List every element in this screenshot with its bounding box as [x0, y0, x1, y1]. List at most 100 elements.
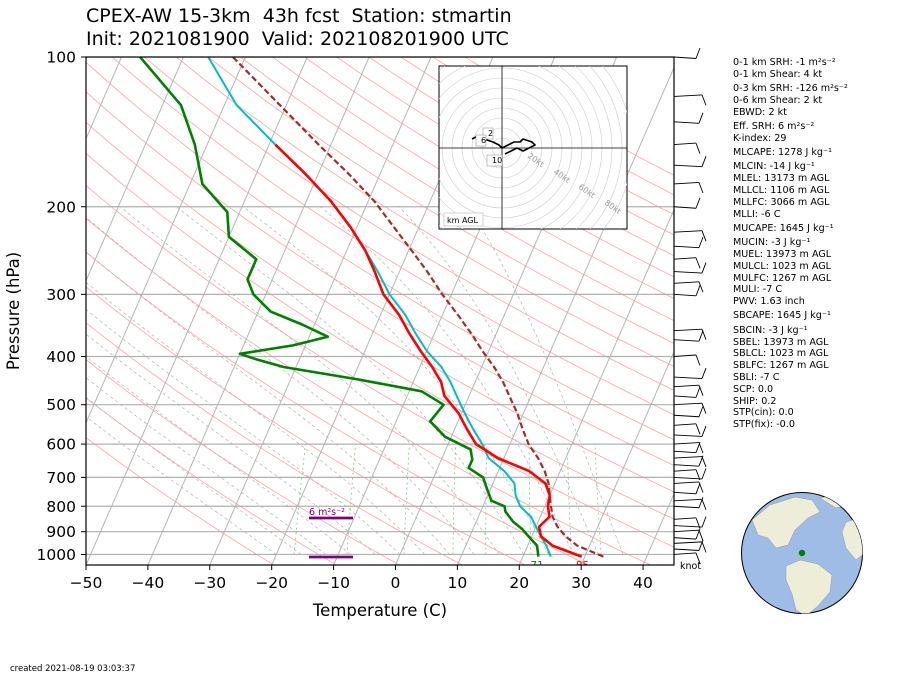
wind-barb [673, 47, 701, 59]
series-layer: 85 71 [139, 57, 604, 572]
wind-barb-feather [695, 354, 701, 366]
dry-adiabat [86, 322, 463, 565]
wind-barb-staff [673, 293, 697, 297]
wind-barb-staff [673, 505, 700, 509]
wind-barb [673, 236, 704, 249]
wind-barb [673, 456, 707, 468]
wind-barb-feather [701, 499, 707, 510]
wind-barb-staff [673, 481, 700, 484]
wind-barb-feather [698, 330, 704, 342]
wind-barb-feather [695, 197, 701, 209]
wind-barb [673, 406, 704, 418]
index-row: SCP: 0.0 [733, 383, 774, 395]
wind-barb [673, 498, 707, 510]
wind-barb [673, 517, 701, 529]
index-row: PWV: 1.63 inch [733, 296, 805, 308]
wind-barb-staff [673, 464, 700, 467]
x-axis-label: Temperature (C) [312, 601, 447, 620]
dry-adiabat [86, 61, 674, 441]
y-tick-label: 900 [46, 523, 76, 541]
wind-barb [673, 94, 707, 106]
y-tick-label: 600 [46, 436, 76, 454]
wind-barb-staff [673, 476, 703, 480]
title-line-1: CPEX-AW 15-3km 43h fcst Station: stmarti… [86, 5, 512, 27]
wind-barb-staff [673, 456, 703, 459]
axis-layer: −50 −40 −30 −20 −10 0 10 20 30 40 100 200 300 400 500 6… [37, 49, 653, 593]
hodograph-height-text: 6 [481, 136, 486, 145]
index-row: Eff. SRH: 6 m²s⁻² [733, 120, 815, 132]
srh-layer: 6 m²s⁻² [309, 507, 353, 559]
y-tick-label: 500 [46, 396, 76, 414]
srh-label: 6 m²s⁻² [309, 507, 345, 518]
wind-barb-staff [673, 230, 703, 233]
wind-barb [673, 142, 701, 154]
index-row: MUEL: 13973 m AGL [733, 248, 832, 260]
wind-barb-staff [673, 529, 700, 533]
wind-barb-feather [701, 230, 707, 242]
hodograph-height-text: 10 [492, 156, 502, 165]
wind-barb-feather [701, 425, 707, 437]
isotherm [86, 57, 308, 565]
index-row: MUCAPE: 1645 J kg⁻¹ [733, 222, 834, 234]
index-row: MLCIN: -14 J kg⁻¹ [733, 161, 815, 173]
wind-barb [673, 257, 701, 269]
moist-adiabat [243, 206, 549, 555]
moist-adiabat [86, 281, 426, 555]
dry-adiabat [86, 359, 400, 565]
y-tick-label: 400 [46, 348, 76, 366]
wind-barb-feather [698, 385, 704, 396]
dry-adiabat [86, 152, 674, 520]
wind-barb-staff [673, 395, 697, 398]
wind-barb-feather [701, 367, 707, 379]
index-row: MUCIN: -3 J kg⁻¹ [733, 237, 811, 249]
wind-barb-feather [698, 539, 704, 551]
dry-adiabat [272, 57, 674, 299]
moist-adiabat [320, 206, 574, 555]
wind-barb-feather [695, 285, 701, 297]
wind-barb-staff [673, 525, 703, 528]
wind-barb-staff [673, 245, 700, 249]
index-row: EBWD: 2 kt [733, 106, 787, 118]
wind-barb-feather [701, 329, 707, 340]
globe-north-america [751, 496, 821, 549]
wind-barb-feather [698, 406, 704, 417]
dry-adiabat [111, 57, 674, 416]
index-row: 0-1 km Shear: 4 kt [733, 68, 823, 80]
index-row: STP(cin): 0.0 [733, 407, 794, 419]
x-tick-label: −40 [132, 574, 165, 592]
wind-barb-staff [673, 414, 700, 418]
index-row: 0-6 km Shear: 2 kt [733, 94, 823, 106]
wind-barb-feather [701, 541, 707, 553]
y-tick-label: 800 [46, 498, 76, 516]
wind-barb [673, 281, 704, 293]
dry-adiabat [176, 57, 674, 368]
y-axis-label: Pressure (hPa) [4, 252, 23, 370]
wind-barb-staff [673, 552, 697, 555]
surface-temperature-label: 85 [576, 560, 589, 572]
index-row: MLLFC: 3066 m AGL [733, 196, 830, 208]
wind-barb [673, 384, 704, 396]
index-row: SBLFC: 1267 m AGL [733, 360, 829, 372]
y-tick-label: 200 [46, 198, 76, 216]
wind-barb [673, 481, 704, 493]
hodograph-trace [471, 135, 536, 155]
y-tick-label: 100 [46, 49, 76, 67]
wind-barb-feather [695, 469, 701, 481]
wind-barb [673, 442, 704, 454]
wind-barb-feather [695, 47, 701, 59]
wind-barb-staff [673, 142, 697, 146]
wind-barb-feather [701, 262, 707, 274]
wind-barb-staff [673, 442, 700, 445]
wind-barb-feather [698, 236, 704, 248]
hodograph-legend-box [443, 212, 484, 227]
title-line-2: Init: 2021081900 Valid: 202108201900 UTC [86, 28, 509, 50]
surface-dewpoint-label: 71 [530, 560, 543, 572]
mixing-ratio-line [403, 444, 410, 555]
wind-unit-label: knot [680, 561, 701, 572]
isotherm [456, 66, 674, 565]
moist-adiabat [86, 216, 475, 555]
wind-barb [673, 262, 707, 274]
wind-barb-feather [701, 516, 707, 528]
wind-barb-feather [698, 442, 704, 454]
wind-barb-feather [695, 483, 701, 494]
